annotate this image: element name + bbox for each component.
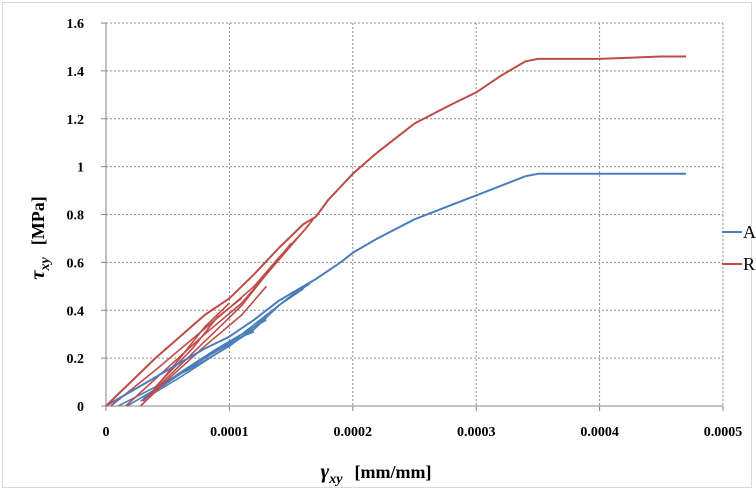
y-tick-label: 0.6: [67, 256, 85, 271]
series-line-rilem: [105, 55, 686, 407]
x-tick-label: 0.0003: [457, 425, 496, 440]
x-axis-unit: [mm/mm]: [355, 462, 432, 482]
y-tick-label: 0.8: [67, 209, 85, 224]
y-tick-label: 1: [77, 161, 84, 176]
y-tick-label: 1.2: [67, 113, 85, 128]
y-axis-symbol: τ: [25, 270, 49, 280]
loop-path-astm: [161, 328, 255, 388]
x-tick-label: 0: [103, 425, 110, 440]
y-tick-label: 1.4: [67, 65, 85, 80]
loop-path-rilem: [125, 223, 311, 407]
x-axis-subscript: xy: [328, 472, 343, 487]
loop-path-astm: [149, 319, 267, 395]
y-tick-label: 0.2: [67, 352, 85, 367]
y-tick-label: 0: [77, 400, 84, 415]
legend: ASTM RILEM: [722, 222, 756, 274]
tick-labels: 0 0.0001 0.0002 0.0003 0.0004 0.0005 0 0.2 0.4 0.…: [67, 17, 743, 440]
loop-path-rilem: [140, 285, 268, 407]
x-tick-label: 0.0001: [210, 425, 249, 440]
x-axis-title: γxy [mm/mm]: [321, 459, 432, 487]
loop-path-astm: [140, 288, 304, 402]
plot-area: [105, 55, 686, 407]
y-axis-subscript: xy: [38, 256, 53, 271]
y-tick-label: 0.4: [67, 304, 85, 319]
x-tick-label: 0.0004: [580, 425, 619, 440]
series-line-astm: [105, 172, 686, 407]
loop-path-rilem: [110, 218, 314, 407]
chart-frame: [2, 2, 752, 488]
legend-label-astm: ASTM: [743, 222, 756, 242]
loop-path-rilem: [154, 297, 243, 388]
y-tick-label: 1.6: [67, 17, 85, 32]
legend-label-rilem: RILEM: [743, 254, 756, 274]
loop-path-rilem: [142, 242, 292, 402]
y-axis-title: τxy [MPa]: [25, 196, 53, 280]
grid: [106, 22, 724, 406]
axes: [101, 22, 724, 411]
x-tick-label: 0.0005: [704, 425, 743, 440]
x-tick-label: 0.0002: [334, 425, 373, 440]
y-axis-unit: [MPa]: [28, 196, 48, 245]
x-axis-symbol: γ: [321, 459, 330, 483]
